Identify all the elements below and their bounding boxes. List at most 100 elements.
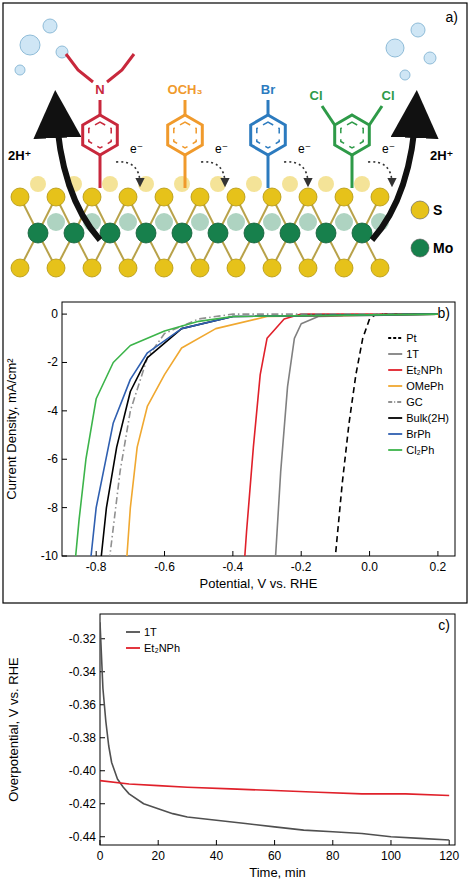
sulfur [263,259,281,277]
series-line [100,781,449,796]
x-tick-label: -0.8 [86,560,107,574]
sulfur-back [30,176,46,192]
ring-inner [257,122,279,148]
sulfur-back [246,176,262,192]
ethyl-chain [107,54,134,82]
sulfur [83,188,101,206]
legend-label: 1T [406,348,419,360]
atom-key [411,239,429,257]
legend-label: Cl₂Ph [406,444,434,456]
bubble [43,19,57,33]
benzene-ring [168,115,203,155]
x-tick [158,840,159,845]
series-line [110,314,438,556]
legend-label: OMePh [406,380,443,392]
panel-label: c) [438,617,450,633]
molybdenum-back [119,213,137,231]
molybdenum [352,223,372,243]
substituent-bond [322,106,335,125]
substituent-label: OCH₃ [168,82,203,97]
ring-inner [341,122,363,148]
y-tick [62,507,67,508]
figure: a)SMoNe⁻OCH₃e⁻Bre⁻ClCle⁻2H⁺2H⁺-0.8-0.6-0… [0,0,470,884]
molybdenum [172,223,192,243]
electron-label: e⁻ [215,142,228,156]
molybdenum-back [155,213,173,231]
legend-label: 1T [144,626,157,638]
electron-arrow [368,162,392,184]
x-tick [301,551,302,556]
molybdenum [316,223,336,243]
molybdenum [100,223,120,243]
panel-a: a)SMoNe⁻OCH₃e⁻Bre⁻ClCle⁻2H⁺2H⁺ [8,9,458,277]
molybdenum-back [335,213,353,231]
benzene-ring [335,115,370,155]
x-tick [332,840,333,845]
legend-swatch [388,401,402,403]
x-tick [390,840,391,845]
legend: Pt1TEt₂NPhOMePhGCBulk(2H)BrPhCl₂Ph [388,332,449,456]
sulfur-back [354,176,370,192]
sulfur [299,188,317,206]
plot-frame [100,614,455,845]
legend-label: Et₂NPh [144,642,180,654]
sulfur [119,259,137,277]
plot-data [100,622,449,840]
proton-label: 2H⁺ [430,148,453,163]
y-tick-label: -0.40 [69,764,97,778]
y-axis-title: Overpotential, V vs. RHE [6,657,21,802]
x-axis-title: Time, min [249,865,306,880]
legend-swatch [126,631,140,633]
proton-arrow [56,108,100,240]
y-tick [62,556,67,557]
y-tick [100,737,105,738]
molybdenum [244,223,264,243]
x-tick-label: 100 [381,849,401,863]
molybdenum [28,223,48,243]
x-tick-label: -0.4 [223,560,244,574]
sulfur [227,259,245,277]
molybdenum-back [191,213,209,231]
y-tick [100,803,105,804]
sulfur [227,188,245,206]
y-tick-label: -8 [47,501,58,515]
y-tick-label: -0.32 [69,632,97,646]
sulfur [191,188,209,206]
x-tick [164,551,165,556]
legend-swatch [388,417,402,419]
legend-swatch [388,433,402,435]
sulfur [371,188,389,206]
atom-label: S [433,202,442,218]
proton-arrow [372,108,416,240]
molybdenum [280,223,300,243]
y-tick-label: -0.44 [69,830,97,844]
sulfur [83,259,101,277]
molybdenum-back [263,213,281,231]
substituent-label: Cl [382,88,395,103]
x-tick-label: 40 [210,849,224,863]
plot-frame [62,302,455,556]
y-tick [62,314,67,315]
molybdenum [208,223,228,243]
substituent-label: N [95,82,104,97]
sulfur-back [318,176,334,192]
x-tick-label: 120 [439,849,459,863]
x-tick [369,551,370,556]
electron-arrow [116,162,140,184]
electron-label: e⁻ [382,142,395,156]
sulfur [191,259,209,277]
ring-inner [174,122,196,148]
y-tick-label: -4 [47,404,58,418]
x-tick-label: -0.6 [154,560,175,574]
x-axis-title: Potential, V vs. RHE [200,576,318,591]
y-tick-label: -2 [47,355,58,369]
ethyl-chain [66,54,93,82]
substituent-bond [184,100,187,115]
series-line [276,314,438,556]
legend-label: Bulk(2H) [406,412,449,424]
y-tick [100,836,105,837]
series-line [91,314,438,556]
x-tick-label: -0.2 [291,560,312,574]
bubble [411,23,425,37]
bubble [386,39,404,57]
